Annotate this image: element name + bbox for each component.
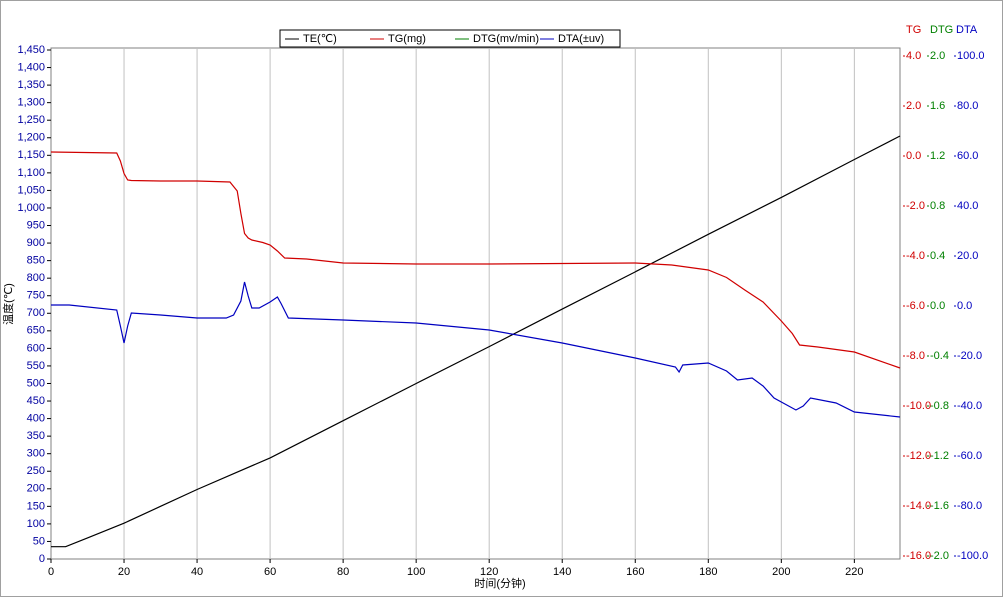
series-line [51,281,901,418]
y-tick-label: 1,050 [17,184,45,196]
y-tick-label: 1,200 [17,132,45,144]
y2-tick-label: -10.0 [906,400,931,412]
y-tick-label: 150 [27,500,45,512]
y3-tick-label: -2.0 [930,550,949,562]
y3-axis-title: DTG [930,24,953,36]
legend-box [279,29,621,48]
x-tick-label: 0 [48,566,54,578]
y-tick-label: 50 [33,535,45,547]
y2-tick-label: 2.0 [906,100,921,112]
y3-tick-label: 2.0 [930,50,945,62]
x-tick-label: 220 [845,566,863,578]
x-tick-label: 60 [264,566,276,578]
y2-tick-label: 4.0 [906,50,921,62]
legend-label: DTA(±uv) [558,33,604,45]
y-tick-label: 1,100 [17,167,45,179]
y4-axis-title: DTA [956,24,978,36]
y2-tick-label: -12.0 [906,450,931,462]
x-tick-label: 40 [191,566,203,578]
y3-tick-label: -0.4 [930,350,949,362]
y-tick-label: 750 [27,290,45,302]
y3-tick-label: -1.2 [930,450,949,462]
y-tick-label: 400 [27,412,45,424]
y-tick-label: 1,000 [17,202,45,214]
y3-tick-label: 0.8 [930,200,945,212]
legend-label: TE(℃) [303,33,337,45]
y-tick-label: 1,400 [17,61,45,73]
y2-tick-label: -14.0 [906,500,931,512]
y4-tick-label: 0.0 [957,300,972,312]
y-tick-label: 850 [27,255,45,267]
x-tick-label: 80 [337,566,349,578]
y-tick-label: 250 [27,465,45,477]
y4-tick-label: -80.0 [957,500,982,512]
y2-tick-label: -8.0 [906,350,925,362]
y3-tick-label: 1.2 [930,150,945,162]
x-tick-label: 140 [553,566,571,578]
y4-tick-label: 60.0 [957,150,978,162]
y-tick-label: 0 [39,553,45,565]
y2-tick-label: 0.0 [906,150,921,162]
y2-tick-label: -4.0 [906,250,925,262]
y-tick-label: 650 [27,325,45,337]
y-tick-label: 450 [27,395,45,407]
x-tick-label: 200 [772,566,790,578]
y3-tick-label: 0.0 [930,300,945,312]
y4-tick-label: -60.0 [957,450,982,462]
y-tick-label: 1,250 [17,114,45,126]
y2-tick-label: -2.0 [906,200,925,212]
y-tick-label: 1,350 [17,79,45,91]
y-tick-label: 700 [27,307,45,319]
x-tick-label: 180 [699,566,717,578]
y-tick-label: 950 [27,219,45,231]
y-tick-label: 300 [27,448,45,460]
y-tick-label: 1,150 [17,149,45,161]
y4-tick-label: 100.0 [957,50,985,62]
y-tick-label: 200 [27,483,45,495]
y3-tick-label: 1.6 [930,100,945,112]
y2-axis-title: TG [906,24,921,36]
x-tick-label: 100 [407,566,425,578]
y4-tick-label: -40.0 [957,400,982,412]
x-tick-label: 20 [118,566,130,578]
y-tick-label: 1,300 [17,97,45,109]
y4-tick-label: -100.0 [957,550,988,562]
y4-tick-label: 40.0 [957,200,978,212]
series-line [50,151,901,369]
y-tick-label: 900 [27,237,45,249]
y3-tick-label: -1.6 [930,500,949,512]
y-tick-label: 500 [27,377,45,389]
x-tick-label: 160 [626,566,644,578]
y3-tick-label: -0.8 [930,400,949,412]
y3-tick-label: 0.4 [930,250,945,262]
y-tick-label: 800 [27,272,45,284]
y-tick-label: 100 [27,518,45,530]
y2-tick-label: -16.0 [906,550,931,562]
series-line [51,135,901,548]
y-tick-label: 600 [27,342,45,354]
x-axis-title: 时间(分钟) [474,576,525,590]
x-tick-label: 120 [480,566,498,578]
y-tick-label: 550 [27,360,45,372]
y4-tick-label: -20.0 [957,350,982,362]
legend-label: TG(mg) [388,33,426,45]
y2-tick-label: -6.0 [906,300,925,312]
y4-tick-label: 80.0 [957,100,978,112]
y-axis-title: 温度(℃) [1,283,15,325]
y-tick-label: 350 [27,430,45,442]
y4-tick-label: 20.0 [957,250,978,262]
plot-area [50,47,901,560]
legend-label: DTG(mv/min) [473,33,539,45]
y-tick-label: 1,450 [17,44,45,56]
